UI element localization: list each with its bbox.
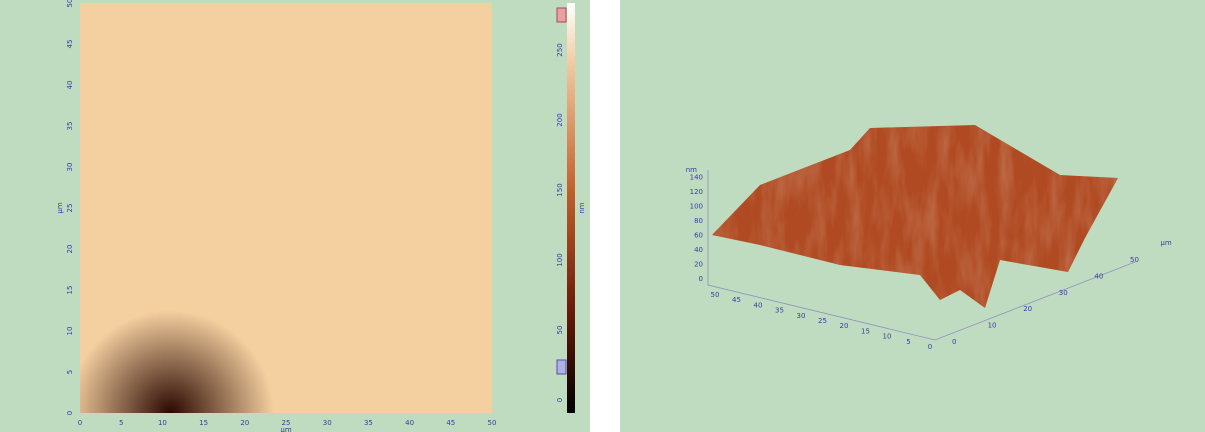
y-tick-label: 20: [1023, 305, 1032, 313]
y-tick-label: 0: [66, 411, 74, 415]
colorbar-label: nm: [578, 202, 586, 213]
y-tick-label: 40: [66, 81, 74, 90]
x-tick-label: 5: [906, 338, 910, 346]
colorbar-tick-label: 150: [556, 183, 564, 196]
colorbar-tick-label: 100: [556, 253, 564, 266]
y-tick-label: 5: [66, 370, 74, 374]
colorbar-tick-label: 0: [556, 398, 564, 402]
y-tick-label: 45: [66, 40, 74, 49]
colorbar-marker: [557, 8, 566, 22]
colorbar-marker: [557, 360, 566, 374]
x-tick-label: 10: [883, 333, 892, 341]
afm-view: 0510152025303540455005101520253035404550…: [0, 0, 1205, 432]
x-tick-label: 0: [928, 343, 932, 351]
z-tick-label: 40: [694, 246, 703, 254]
y-tick-label: 50: [66, 0, 74, 7]
y-tick-label: 10: [66, 327, 74, 336]
x-tick-label: 50: [488, 419, 497, 427]
x-tick-label: 45: [732, 296, 741, 304]
y-tick-label: 20: [66, 245, 74, 254]
x-tick-label: 10: [158, 419, 167, 427]
y-tick-label: 50: [1130, 256, 1139, 264]
y-tick-label: 35: [66, 122, 74, 131]
x-tick-label: 0: [78, 419, 82, 427]
y-tick-label: 30: [66, 163, 74, 172]
y-tick-label: 15: [66, 286, 74, 295]
x-tick-label: 30: [323, 419, 332, 427]
x-tick-label: 40: [405, 419, 414, 427]
y-axis-label: µm: [56, 202, 64, 213]
z-tick-label: 140: [690, 174, 703, 182]
x-tick-label: 40: [754, 301, 763, 309]
x-axis-label: µm: [280, 426, 291, 432]
z-tick-label: 80: [694, 217, 703, 225]
z-tick-label: 0: [699, 275, 703, 283]
colorbar-tick-label: 250: [556, 43, 564, 56]
height-map-shade: [80, 3, 492, 413]
x-tick-label: 15: [199, 419, 208, 427]
x-tick-label: 45: [446, 419, 455, 427]
x-tick-label: 30: [797, 312, 806, 320]
colorbar-tick-label: 50: [556, 326, 564, 335]
x-tick-label: 35: [775, 307, 784, 315]
y-axis-label: µm: [1160, 239, 1171, 247]
x-tick-label: 25: [818, 317, 827, 325]
y-tick-label: 40: [1094, 272, 1103, 280]
page: 0510152025303540455005101520253035404550…: [0, 0, 1205, 432]
z-tick-label: 60: [694, 232, 703, 240]
z-tick-label: 120: [690, 188, 703, 196]
x-tick-label: 5: [119, 419, 123, 427]
x-tick-label: 50: [711, 291, 720, 299]
x-tick-label: 20: [240, 419, 249, 427]
x-tick-label: 35: [364, 419, 373, 427]
colorbar-tick-label: 200: [556, 113, 564, 126]
z-tick-label: 20: [694, 261, 703, 269]
z-tick-label: 100: [690, 203, 703, 211]
x-tick-label: 20: [840, 322, 849, 330]
y-tick-label: 10: [988, 322, 997, 330]
colorbar: [567, 3, 575, 413]
y-tick-label: 25: [66, 204, 74, 213]
y-tick-label: 0: [952, 338, 956, 346]
z-axis-label: nm: [686, 166, 697, 174]
x-tick-label: 15: [861, 327, 870, 335]
y-tick-label: 30: [1059, 289, 1068, 297]
